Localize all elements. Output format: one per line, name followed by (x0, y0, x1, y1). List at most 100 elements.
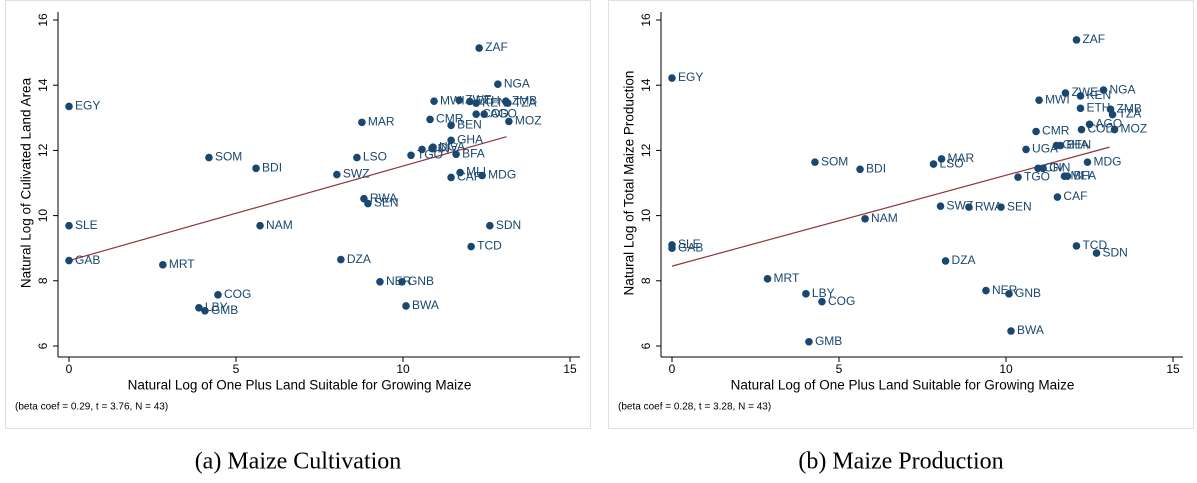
point (1085, 120, 1094, 129)
point (818, 297, 826, 306)
point (763, 275, 772, 283)
point (1035, 96, 1043, 104)
point (486, 221, 494, 230)
point-label: BDI (866, 161, 886, 175)
point-label: ETH (1086, 101, 1110, 115)
point-label: COG (828, 294, 855, 308)
point (1007, 327, 1015, 335)
point-label: GIN (1049, 161, 1070, 175)
x-tick-label: 0 (66, 362, 73, 376)
point-label: LBY (812, 286, 835, 300)
point (429, 143, 437, 151)
point-label: CMR (436, 112, 464, 126)
point-label: BWA (412, 298, 439, 312)
point-label: GNB (1015, 286, 1041, 300)
point (811, 158, 819, 166)
point-label: MOZ (515, 114, 542, 128)
point (1034, 164, 1042, 173)
point (861, 215, 869, 223)
y-tick-label: 8 (36, 277, 50, 284)
point-label: GAB (678, 240, 703, 254)
point-label: RWA (370, 191, 397, 205)
point-label: MDG (488, 168, 516, 182)
y-tick-label: 10 (36, 209, 50, 223)
point (856, 165, 864, 174)
y-tick-label: 12 (639, 143, 653, 157)
point-label: LSO (940, 156, 964, 170)
point-label: MLI (1070, 168, 1090, 182)
point-label: GHA (457, 132, 483, 146)
point (407, 151, 415, 160)
point-label: BFA (462, 146, 485, 160)
point (447, 136, 455, 145)
point-label: ZAF (1082, 32, 1105, 46)
point (447, 173, 455, 182)
point (337, 255, 345, 264)
point (475, 44, 483, 52)
caption: (a) Maize Cultivation (195, 449, 402, 475)
point (402, 302, 410, 310)
point-label: NER (992, 283, 1018, 297)
point-label: CMR (1042, 124, 1070, 138)
note: (beta coef = 0.28, t = 3.28, N = 43) (618, 402, 771, 413)
point-label: BWA (1017, 323, 1044, 337)
point (1032, 127, 1040, 136)
point (1063, 172, 1072, 180)
point-label: LSO (363, 150, 387, 164)
point-label: UGA (439, 139, 465, 153)
point (455, 96, 463, 104)
point-label: KEN (482, 95, 507, 109)
point (941, 257, 950, 265)
point (802, 290, 810, 298)
point-label: COG (224, 287, 251, 301)
point (452, 150, 460, 159)
note: (beta coef = 0.29, t = 3.76, N = 43) (15, 402, 168, 413)
point-label: MDG (1093, 154, 1121, 168)
point (214, 291, 222, 299)
caption: (b) Maize Production (798, 449, 1003, 475)
point (494, 80, 502, 89)
point-label: EGY (678, 70, 703, 84)
y-tick-label: 8 (639, 277, 653, 284)
point-label: SEN (374, 196, 399, 210)
point (937, 155, 946, 163)
point (1053, 193, 1062, 201)
point-label: COD (1087, 122, 1114, 136)
point-label: SEN (1007, 199, 1032, 213)
x-tick-label: 5 (233, 362, 240, 376)
point-label: NAM (266, 218, 293, 232)
point (1076, 92, 1085, 100)
point (1099, 86, 1108, 94)
point-label: CIV (438, 141, 458, 155)
point-label: GMB (815, 334, 842, 348)
point (472, 110, 480, 119)
point (65, 221, 73, 230)
point-label: EGY (75, 99, 100, 113)
y-tick-label: 16 (36, 13, 50, 27)
point (480, 110, 488, 119)
x-tick-label: 15 (1166, 362, 1180, 376)
point-label: CAF (457, 170, 481, 184)
point-label: GMB (211, 303, 238, 317)
point-label: SLE (75, 218, 98, 232)
point-label: SLE (678, 237, 701, 251)
point (466, 97, 474, 106)
point-label: BDI (262, 161, 282, 175)
point (478, 171, 486, 180)
point-label: MAR (368, 115, 395, 129)
point (472, 99, 480, 107)
point-label: AGO (490, 106, 517, 120)
point-label: RWA (975, 199, 1002, 213)
point-label: TZA (1119, 107, 1142, 121)
point-label: ETH (476, 94, 500, 108)
point (1083, 158, 1092, 166)
point-label: TCD (477, 239, 502, 253)
point (668, 244, 676, 252)
x-tick-label: 5 (836, 362, 843, 376)
point (333, 170, 341, 179)
point-label: CIV (1044, 161, 1064, 175)
y-tick-label: 16 (639, 13, 653, 27)
point (1108, 110, 1117, 119)
y-tick-label: 14 (36, 78, 50, 92)
point-label: CAF (1063, 189, 1087, 203)
